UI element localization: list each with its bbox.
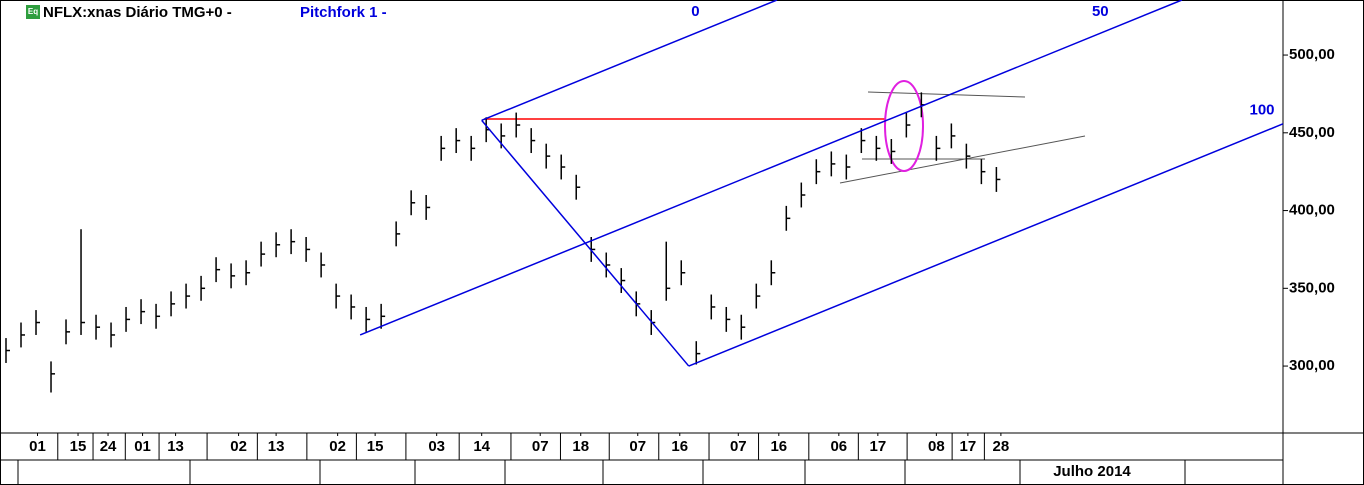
- pitchfork-line: [688, 123, 1284, 367]
- y-tick-label: 400,00: [1289, 202, 1335, 219]
- x-tick-label: 03: [428, 438, 445, 455]
- y-tick-label: 500,00: [1289, 46, 1335, 63]
- x-tick-label: 17: [869, 438, 886, 455]
- x-tick-label: 16: [671, 438, 688, 455]
- trend-line: [867, 91, 1026, 98]
- x-tick-label: 18: [572, 438, 589, 455]
- x-tick-label: 14: [473, 438, 490, 455]
- x-tick-label: 07: [532, 438, 549, 455]
- x-tick-label: 24: [100, 438, 117, 455]
- x-tick-label: 07: [629, 438, 646, 455]
- highlight-ellipse: [884, 80, 924, 172]
- badge: Eq: [28, 7, 38, 16]
- x-tick-label: 06: [830, 438, 847, 455]
- badge-box: [26, 5, 40, 19]
- y-tick-label: 450,00: [1289, 124, 1335, 141]
- x-tick-label: 15: [70, 438, 87, 455]
- pitchfork-line: [359, 0, 1183, 336]
- x-tick-label: 15: [367, 438, 384, 455]
- x-tick-label: 07: [730, 438, 747, 455]
- annotation-title: Pitchfork 1 -: [300, 4, 387, 21]
- x-tick-label: 13: [268, 438, 285, 455]
- x-tick-label: 02: [230, 438, 247, 455]
- y-tick-label: 350,00: [1289, 279, 1335, 296]
- x-tick-label: 08: [928, 438, 945, 455]
- x-tick-label: 02: [329, 438, 346, 455]
- x-tick-label: 01: [29, 438, 46, 455]
- period-label: Julho 2014: [1053, 463, 1131, 480]
- y-tick-label: 300,00: [1289, 357, 1335, 374]
- x-tick-label: 01: [134, 438, 151, 455]
- pitchfork-level-label: 100: [1249, 101, 1274, 118]
- x-tick-label: 13: [167, 438, 184, 455]
- x-tick-label: 16: [770, 438, 787, 455]
- chart-title: NFLX:xnas Diário TMG+0 -: [43, 4, 232, 21]
- x-tick-label: 28: [993, 438, 1010, 455]
- pitchfork-line: [481, 0, 778, 122]
- pitchfork-level-label: 50: [1092, 3, 1109, 20]
- pitchfork-level-label: 0: [691, 3, 699, 20]
- x-tick-label: 17: [960, 438, 977, 455]
- x-bottom-separators: [17, 460, 1186, 485]
